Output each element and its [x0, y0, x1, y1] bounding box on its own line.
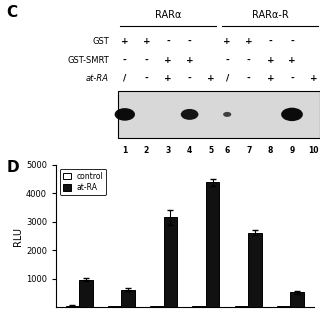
Bar	[66, 306, 79, 307]
Text: 3: 3	[165, 146, 171, 155]
Text: -: -	[145, 56, 148, 65]
Text: 7: 7	[246, 146, 252, 155]
Text: +: +	[143, 37, 150, 46]
Text: +: +	[310, 74, 317, 83]
Text: GST-SMRT: GST-SMRT	[67, 56, 109, 65]
Text: +: +	[223, 37, 231, 46]
Text: -: -	[166, 37, 170, 46]
Text: C: C	[6, 5, 18, 20]
Text: +: +	[164, 56, 172, 65]
Text: -: -	[268, 37, 272, 46]
Text: 2: 2	[144, 146, 149, 155]
Text: at-RA: at-RA	[86, 74, 109, 83]
Text: GST: GST	[92, 37, 109, 46]
Text: +: +	[121, 37, 129, 46]
Bar	[248, 233, 262, 307]
Bar	[108, 306, 122, 307]
Text: +: +	[186, 56, 193, 65]
Text: -: -	[225, 56, 229, 65]
Text: 4: 4	[187, 146, 192, 155]
Bar	[79, 280, 93, 307]
Text: +: +	[207, 74, 215, 83]
Text: +: +	[288, 56, 296, 65]
Bar	[206, 182, 220, 307]
Ellipse shape	[223, 112, 231, 117]
Legend: control, at-RA: control, at-RA	[60, 169, 107, 195]
Bar	[290, 292, 304, 307]
Text: D: D	[6, 160, 19, 175]
Text: 8: 8	[268, 146, 273, 155]
Text: 9: 9	[289, 146, 295, 155]
Text: 6: 6	[225, 146, 230, 155]
Bar	[150, 306, 164, 307]
Ellipse shape	[115, 108, 135, 121]
Text: +: +	[267, 56, 274, 65]
Text: -: -	[188, 37, 191, 46]
Bar	[192, 306, 206, 307]
Text: 1: 1	[122, 146, 127, 155]
Bar	[164, 218, 177, 307]
Text: +: +	[245, 37, 252, 46]
Ellipse shape	[181, 109, 198, 120]
Ellipse shape	[281, 108, 303, 121]
Text: /: /	[226, 74, 229, 83]
Text: /: /	[123, 74, 126, 83]
Text: +: +	[164, 74, 172, 83]
Text: RARα-R: RARα-R	[252, 10, 289, 20]
Text: -: -	[188, 74, 191, 83]
Text: +: +	[267, 74, 274, 83]
Text: RARα: RARα	[155, 10, 181, 20]
Bar	[277, 306, 290, 307]
Text: -: -	[290, 74, 294, 83]
Bar	[122, 290, 135, 307]
Text: -: -	[247, 74, 251, 83]
Text: -: -	[123, 56, 127, 65]
Text: -: -	[247, 56, 251, 65]
Y-axis label: RLU: RLU	[13, 227, 23, 245]
Text: 5: 5	[209, 146, 214, 155]
Text: -: -	[145, 74, 148, 83]
FancyBboxPatch shape	[118, 91, 320, 138]
Text: 10: 10	[308, 146, 319, 155]
Text: -: -	[290, 37, 294, 46]
Bar	[235, 306, 248, 307]
